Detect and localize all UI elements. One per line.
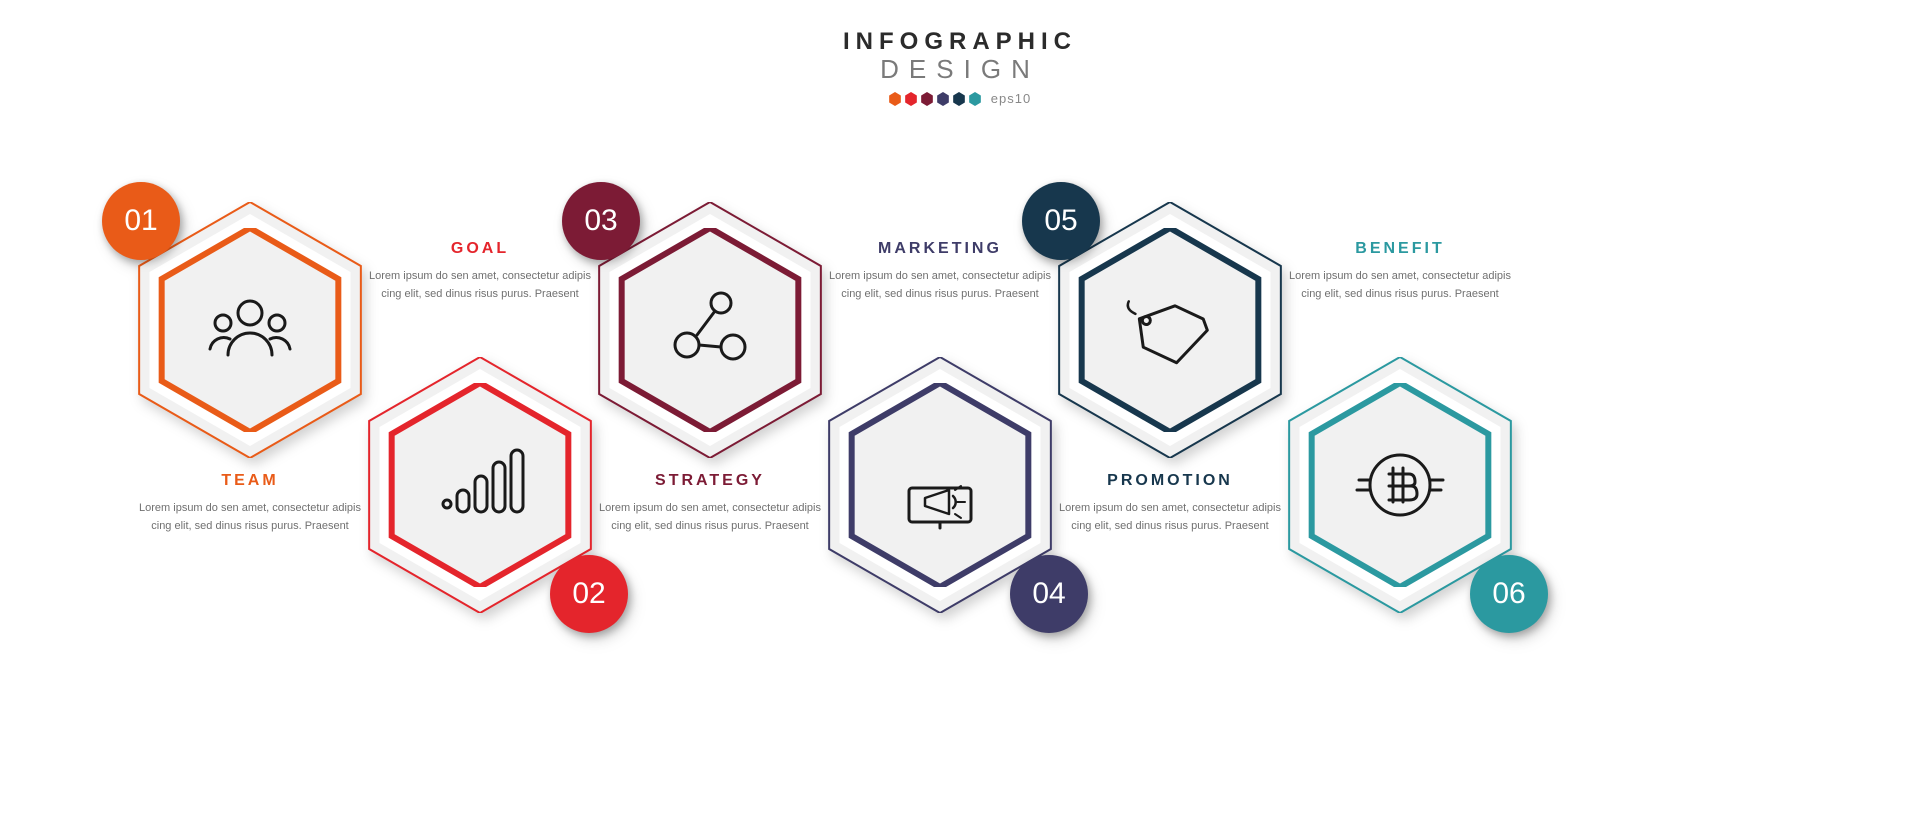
step-number-badge: 01 xyxy=(102,182,180,260)
step-title: TEAM xyxy=(135,472,365,490)
step-benefit: 06BENEFITLorem ipsum do sen amet, consec… xyxy=(1270,355,1530,615)
step-promotion: 05PROMOTIONLorem ipsum do sen amet, cons… xyxy=(1040,200,1300,460)
step-team: 01TEAMLorem ipsum do sen amet, consectet… xyxy=(120,200,380,460)
step-number-badge: 04 xyxy=(1010,555,1088,633)
hexagon: 06 xyxy=(1270,355,1530,615)
hexagon: 05 xyxy=(1040,200,1300,460)
step-number-badge: 06 xyxy=(1470,555,1548,633)
step-title: STRATEGY xyxy=(595,472,825,490)
palette-dot-icon xyxy=(905,92,917,106)
step-text: GOAL Lorem ipsum do sen amet, consectetur… xyxy=(365,240,595,303)
step-body: Lorem ipsum do sen amet, consectetur adi… xyxy=(135,500,365,535)
hexagon: 02 xyxy=(350,355,610,615)
step-body: Lorem ipsum do sen amet, consectetur adi… xyxy=(1055,500,1285,535)
infographic-stage: 01 TEAM Lorem ipsum do sen amet, consectet… xyxy=(0,180,1920,740)
header-title-2: DESIGN xyxy=(843,54,1077,85)
bars-icon xyxy=(435,440,525,530)
palette-dot-icon xyxy=(889,92,901,106)
step-number-badge: 02 xyxy=(550,555,628,633)
step-strategy: 03STRATEGYLorem ipsum do sen amet, conse… xyxy=(580,200,840,460)
team-icon xyxy=(205,285,295,375)
megaphone-icon xyxy=(895,440,985,530)
hexagon: 04 xyxy=(810,355,1070,615)
step-title: GOAL xyxy=(365,240,595,258)
header: INFOGRAPHIC DESIGN eps10 xyxy=(843,28,1077,106)
palette-dot-icon xyxy=(921,92,933,106)
nodes-icon xyxy=(665,285,755,375)
eps-label: eps10 xyxy=(991,91,1031,106)
palette-dot-icon xyxy=(937,92,949,106)
step-text: TEAM Lorem ipsum do sen amet, consectetur… xyxy=(135,472,365,535)
hexagon: 03 xyxy=(580,200,840,460)
bitcoin-icon xyxy=(1355,440,1445,530)
header-dots: eps10 xyxy=(843,91,1077,106)
step-goal: 02GOALLorem ipsum do sen amet, consectet… xyxy=(350,355,610,615)
header-title-1: INFOGRAPHIC xyxy=(843,28,1077,56)
step-number-badge: 05 xyxy=(1022,182,1100,260)
step-text: BENEFIT Lorem ipsum do sen amet, consecte… xyxy=(1285,240,1515,303)
step-text: STRATEGY Lorem ipsum do sen amet, consect… xyxy=(595,472,825,535)
step-title: PROMOTION xyxy=(1055,472,1285,490)
tag-icon xyxy=(1125,285,1215,375)
step-body: Lorem ipsum do sen amet, consectetur adi… xyxy=(825,268,1055,303)
step-text: PROMOTION Lorem ipsum do sen amet, consec… xyxy=(1055,472,1285,535)
step-body: Lorem ipsum do sen amet, consectetur adi… xyxy=(1285,268,1515,303)
palette-dot-icon xyxy=(953,92,965,106)
hexagon: 01 xyxy=(120,200,380,460)
palette-dot-icon xyxy=(969,92,981,106)
step-body: Lorem ipsum do sen amet, consectetur adi… xyxy=(595,500,825,535)
step-number-badge: 03 xyxy=(562,182,640,260)
step-title: BENEFIT xyxy=(1285,240,1515,258)
step-body: Lorem ipsum do sen amet, consectetur adi… xyxy=(365,268,595,303)
step-title: MARKETING xyxy=(825,240,1055,258)
step-marketing: 04MARKETINGLorem ipsum do sen amet, cons… xyxy=(810,355,1070,615)
step-text: MARKETING Lorem ipsum do sen amet, consec… xyxy=(825,240,1055,303)
